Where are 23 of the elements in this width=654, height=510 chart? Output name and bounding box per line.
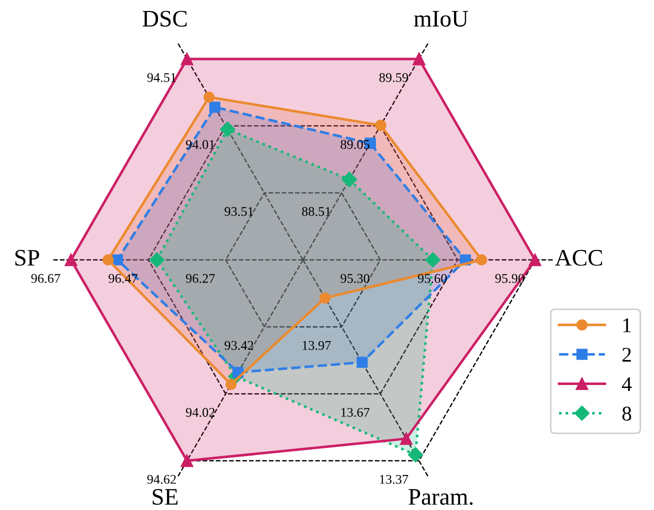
legend-label: 4: [622, 377, 632, 392]
text: 93.51: [224, 207, 254, 216]
spoke-label: mIoU: [414, 11, 468, 27]
text: 89.59: [379, 73, 408, 82]
spoke-label: DSC: [142, 10, 187, 27]
legend-label: 1: [623, 318, 631, 332]
spoke-label: Param.: [408, 489, 473, 505]
legend-label: 2: [622, 348, 631, 362]
text: 93.42: [224, 341, 254, 350]
text: 96.27: [186, 274, 215, 283]
text: 96.67: [31, 274, 60, 283]
text: 94.62: [147, 474, 176, 484]
text: 95.30: [340, 274, 370, 283]
text: 13.97: [302, 341, 331, 350]
legend-label: 8: [622, 406, 632, 421]
text: 94.02: [186, 408, 214, 417]
text: 88.51: [302, 207, 330, 216]
text: 94.51: [147, 73, 176, 82]
spoke-label: SP: [15, 250, 40, 266]
text: 13.67: [341, 408, 370, 417]
spoke-label: SE: [152, 489, 178, 505]
text: 13.37: [380, 474, 408, 484]
spoke-label: ACC: [555, 250, 602, 266]
